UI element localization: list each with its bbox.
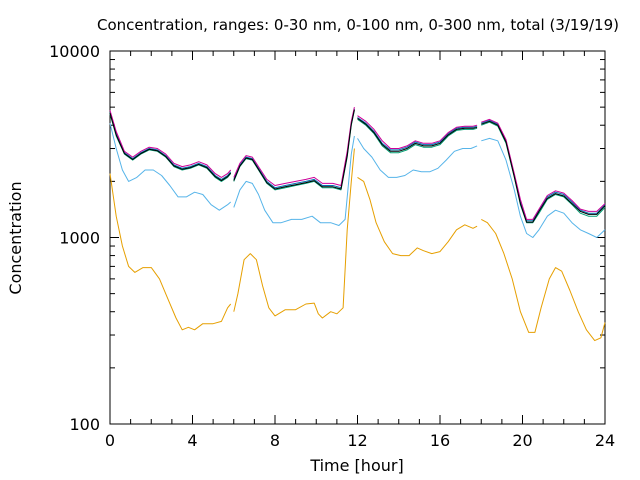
x-tick-label: 12	[347, 431, 367, 450]
series-layer	[109, 106, 606, 342]
series-line-5	[109, 106, 606, 220]
series-line-1	[109, 148, 606, 342]
x-tick-label: 20	[512, 431, 532, 450]
ticks-layer	[109, 50, 606, 425]
y-tick-label: 10000	[49, 42, 100, 61]
x-tick-label: 0	[105, 431, 115, 450]
x-tick-label: 4	[187, 431, 197, 450]
plot-frame	[109, 50, 606, 425]
series-line-2	[109, 123, 606, 238]
y-axis-label: Concentration	[6, 181, 25, 294]
series-line-3	[109, 110, 606, 224]
y-tick-label: 100	[69, 415, 100, 434]
series-line-6	[109, 109, 606, 223]
x-tick-label: 16	[430, 431, 450, 450]
x-tick-label: 24	[595, 431, 615, 450]
tick-labels-layer: 0 4 8 12 16 20 24 100 1000 10000	[49, 42, 615, 450]
x-tick-label: 8	[270, 431, 280, 450]
series-line-4	[109, 108, 606, 222]
chart-title: Concentration, ranges: 0-30 nm, 0-100 nm…	[97, 16, 619, 34]
x-axis-label: Time [hour]	[309, 456, 403, 475]
y-tick-label: 1000	[59, 229, 100, 248]
